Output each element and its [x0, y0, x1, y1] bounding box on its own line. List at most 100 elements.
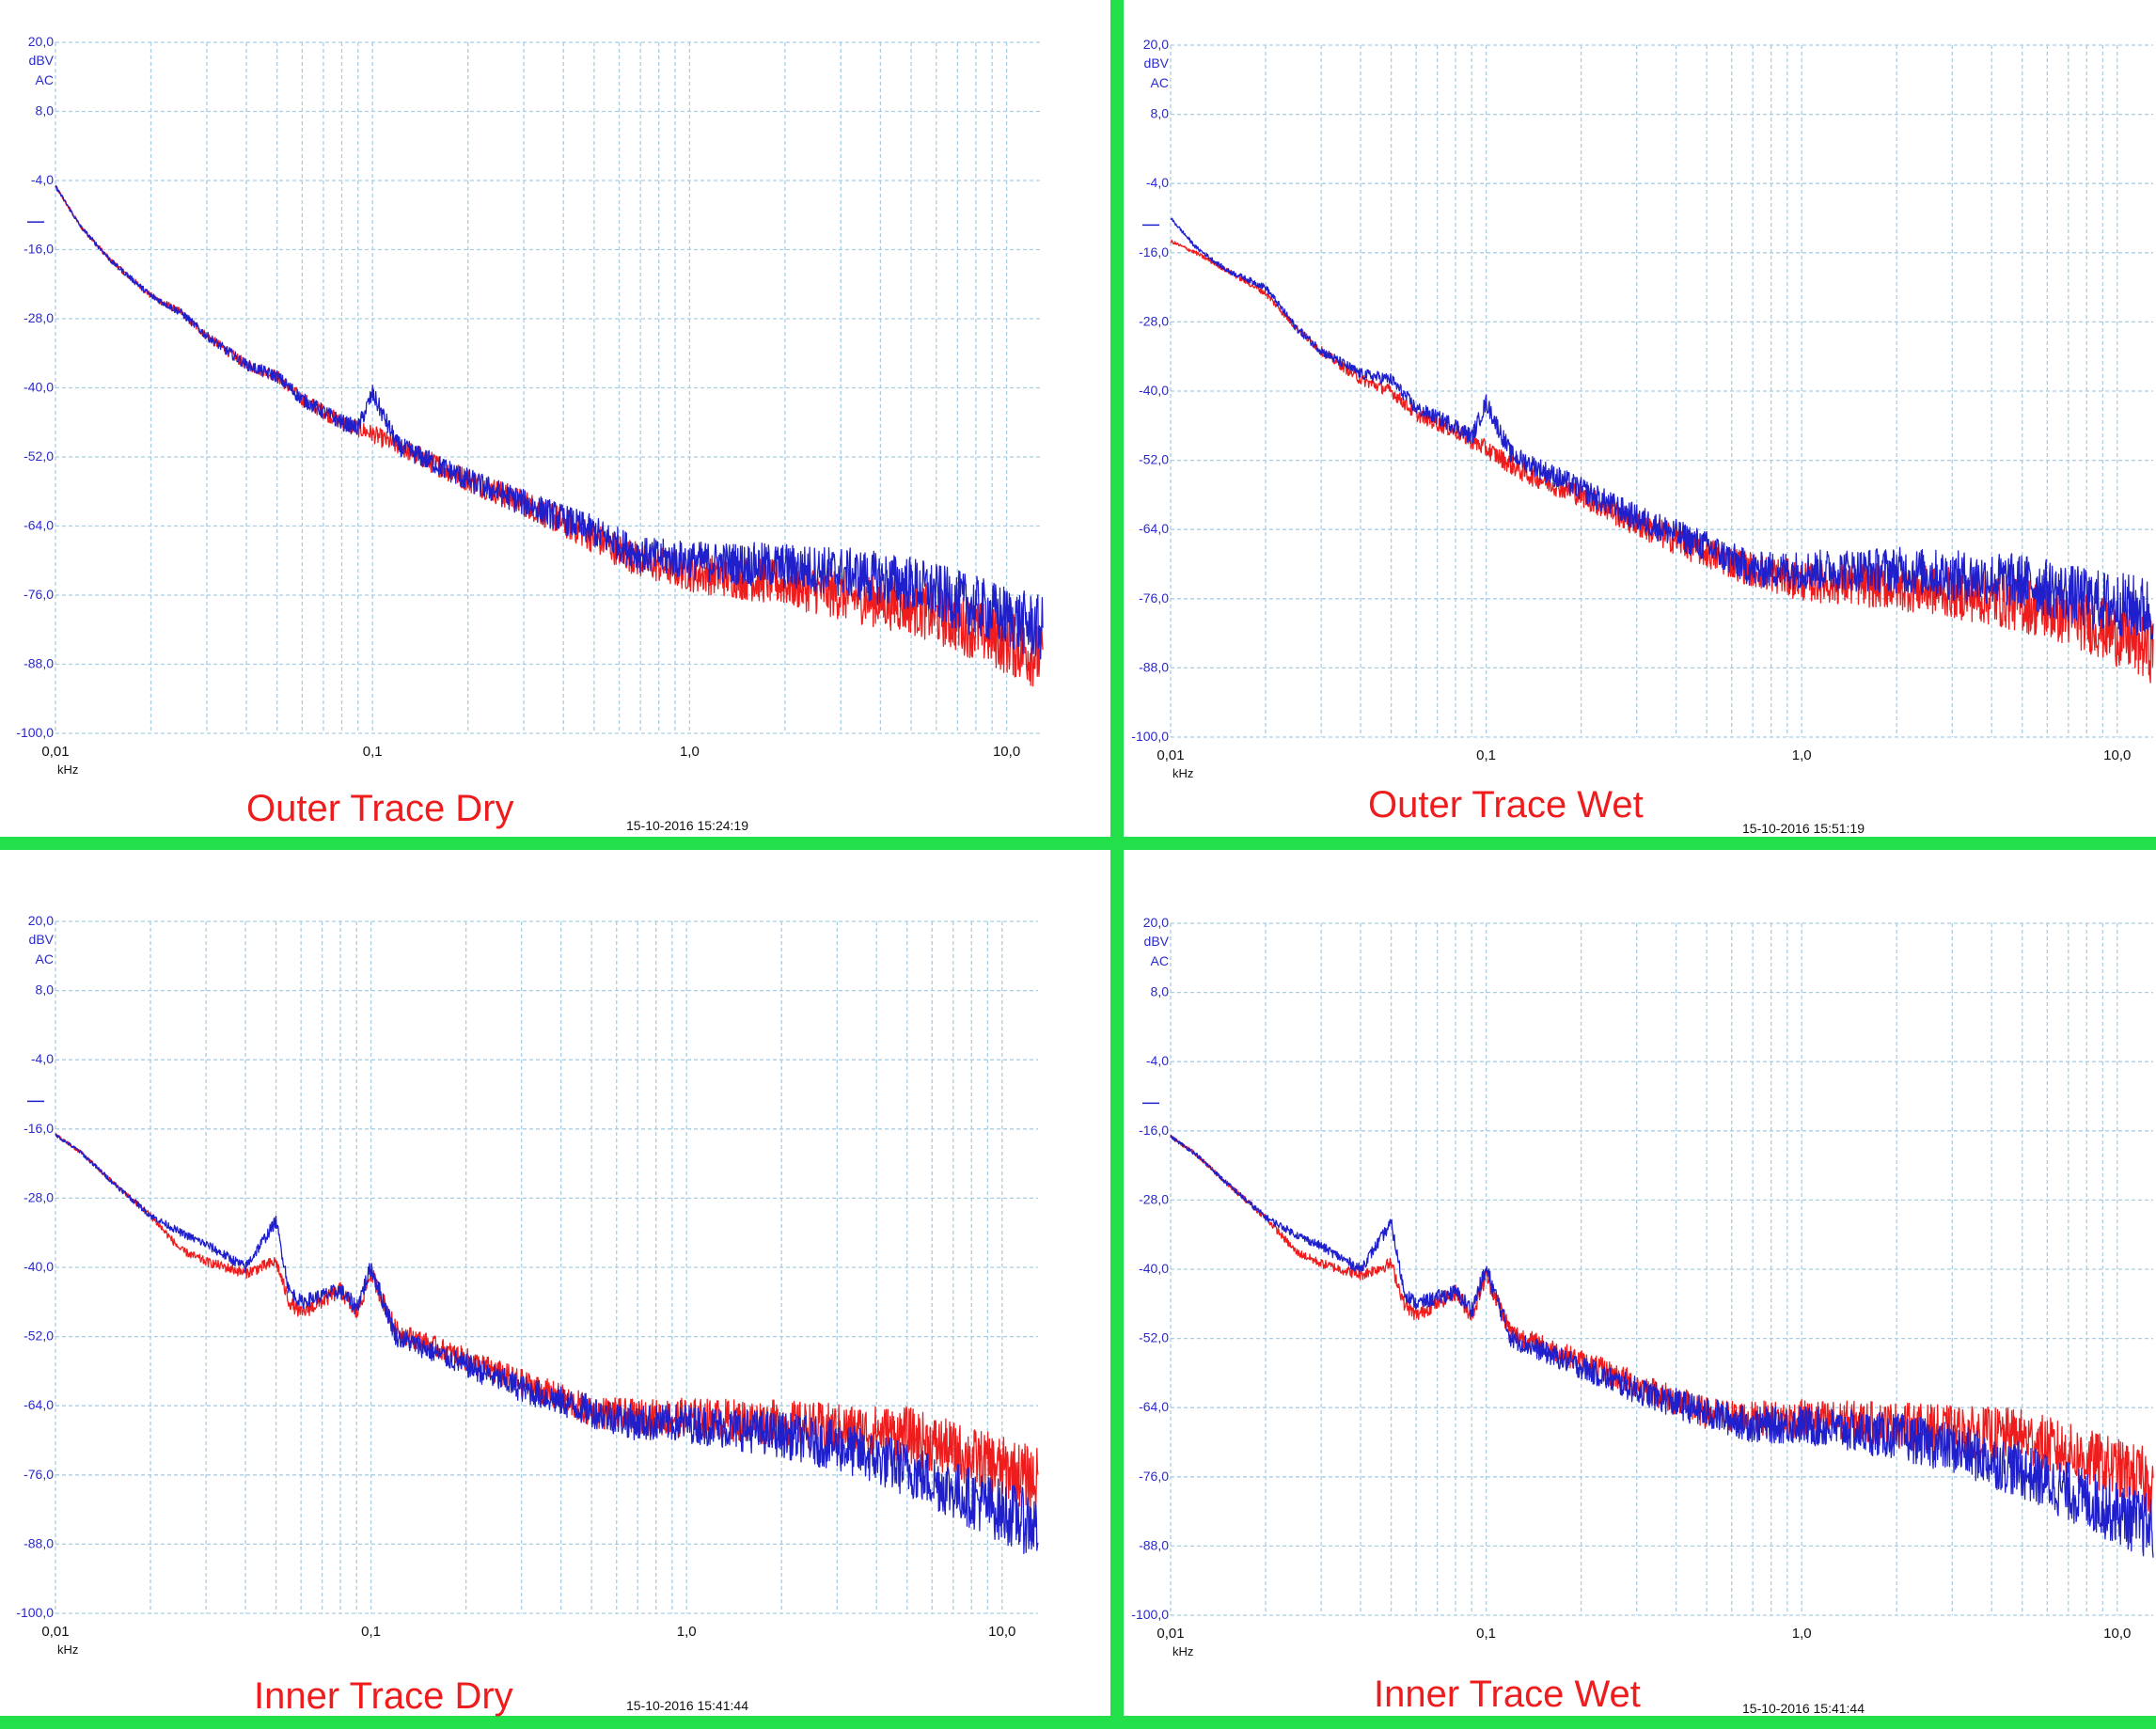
series-red-line	[1170, 239, 2154, 684]
x-tick-label: 1,0	[1792, 747, 1812, 763]
y-tick-label: 20,0	[28, 34, 54, 49]
y-tick-label: -52,0	[1139, 1330, 1169, 1345]
x-tick-label: 10,0	[2103, 747, 2131, 763]
series-blue-line	[55, 184, 1044, 660]
x-tick-label: 1,0	[680, 744, 700, 760]
x-unit-label: kHz	[57, 1643, 78, 1657]
y-tick-label: -40,0	[1139, 1261, 1169, 1276]
y-tick-label: -28,0	[1139, 313, 1169, 328]
y-unit-label: dBV	[29, 53, 55, 68]
panel-outer-trace-wet: 20,0 8,0 -4,0 -16,0 -28,0 -40,0 -52,0 -64,0 -76,…	[1124, 0, 2156, 837]
x-tick-label: 10,0	[988, 1624, 1015, 1640]
y-tick-label: -28,0	[24, 1189, 54, 1204]
y-unit-label: dBV	[1144, 934, 1170, 949]
y-tick-label: -100,0	[16, 1605, 54, 1620]
y-tick-label: -64,0	[24, 1397, 54, 1412]
y-tick-label: -64,0	[24, 518, 54, 533]
y-tick-label: -76,0	[24, 1467, 54, 1482]
series-red-line	[55, 1133, 1039, 1511]
x-tick-label: 0,01	[41, 1624, 69, 1640]
y-tick-label: 8,0	[1151, 984, 1170, 999]
panel-title: Outer Trace Dry	[246, 788, 514, 829]
x-unit-label: kHz	[1172, 1644, 1193, 1658]
x-tick-label: 1,0	[677, 1624, 697, 1640]
y-tick-label: -64,0	[1139, 1399, 1169, 1414]
horizontal-divider-middle	[0, 837, 2156, 850]
x-unit-label: kHz	[57, 762, 78, 777]
x-tick-label: 0,1	[361, 1624, 381, 1640]
y-tick-label: -16,0	[1139, 244, 1169, 259]
x-tick-label: 1,0	[1792, 1626, 1812, 1642]
y-tick-label: -76,0	[24, 587, 54, 602]
timestamp: 15-10-2016 15:24:19	[626, 818, 748, 833]
x-tick-label: 0,1	[1476, 747, 1496, 763]
y-tick-label: -64,0	[1139, 521, 1169, 536]
y-tick-label: -16,0	[1139, 1123, 1169, 1138]
x-tick-label: 0,01	[41, 744, 69, 760]
y-tick-label: -40,0	[24, 380, 54, 395]
x-tick-label: 10,0	[993, 744, 1020, 760]
y-tick-label: -52,0	[1139, 452, 1169, 467]
series-red-line	[55, 185, 1044, 687]
y-tick-label: 20,0	[1143, 915, 1169, 930]
y-unit-label: AC	[36, 951, 54, 967]
y-tick-label: -28,0	[24, 310, 54, 325]
panel-title: Inner Trace Wet	[1374, 1674, 1641, 1715]
y-tick-label: -100,0	[1131, 1607, 1169, 1622]
y-tick-label: 8,0	[36, 982, 55, 998]
y-tick-label: -76,0	[1139, 590, 1169, 605]
series-blue-line	[1170, 217, 2154, 640]
grid	[55, 920, 1038, 1614]
x-tick-label: 0,01	[1157, 1626, 1184, 1642]
y-tick-label: -52,0	[24, 448, 54, 464]
panel-inner-trace-dry: 20,0 8,0 -4,0 -16,0 -28,0 -40,0 -52,0 -64,0 -76,…	[0, 850, 1110, 1717]
y-tick-label: -88,0	[1139, 1537, 1169, 1552]
panel-title: Outer Trace Wet	[1368, 784, 1644, 825]
panel-outer-trace-dry: 20,0 8,0 -4,0 -16,0 -28,0 -40,0 -52,0 -64,0 -76,…	[0, 0, 1110, 837]
chart-inner-trace-dry: 20,0 8,0 -4,0 -16,0 -28,0 -40,0 -52,0 -64,0 -76,…	[16, 913, 1039, 1657]
y-tick-label: -28,0	[1139, 1191, 1169, 1206]
x-tick-label: 0,1	[363, 744, 383, 760]
y-tick-label: -88,0	[24, 656, 54, 671]
y-tick-label: -100,0	[1131, 729, 1169, 744]
y-tick-label: 20,0	[1143, 37, 1169, 52]
y-unit-label: AC	[1151, 75, 1169, 90]
panel-inner-trace-wet: 20,0 8,0 -4,0 -16,0 -28,0 -40,0 -52,0 -64,0 -76,…	[1124, 850, 2156, 1716]
timestamp: 15-10-2016 15:41:44	[626, 1698, 748, 1713]
x-tick-label: 10,0	[2103, 1626, 2131, 1642]
y-unit-label: dBV	[29, 932, 55, 947]
y-tick-label: -40,0	[24, 1259, 54, 1274]
y-tick-label: -4,0	[31, 172, 54, 187]
y-tick-label: 8,0	[36, 103, 55, 118]
y-unit-label: AC	[1151, 953, 1169, 968]
y-unit-label: AC	[36, 72, 54, 87]
timestamp: 15-10-2016 15:51:19	[1742, 821, 1865, 836]
panel-title: Inner Trace Dry	[254, 1675, 513, 1717]
y-tick-label: -16,0	[24, 242, 54, 257]
y-tick-label: 8,0	[1151, 106, 1170, 121]
grid	[1170, 44, 2153, 738]
y-unit-label: dBV	[1144, 55, 1170, 71]
y-tick-label: 20,0	[28, 913, 54, 928]
y-tick-label: -4,0	[1146, 1053, 1169, 1068]
y-tick-label: -76,0	[1139, 1469, 1169, 1484]
x-tick-label: 0,1	[1476, 1626, 1496, 1642]
y-tick-label: -100,0	[16, 725, 54, 740]
horizontal-divider-bottom	[0, 1716, 2156, 1729]
x-unit-label: kHz	[1172, 766, 1193, 780]
y-tick-label: -52,0	[24, 1328, 54, 1344]
series-red-line	[1170, 1135, 2154, 1515]
y-tick-label: -88,0	[24, 1535, 54, 1550]
x-tick-label: 0,01	[1157, 747, 1184, 763]
chart-inner-trace-wet: 20,0 8,0 -4,0 -16,0 -28,0 -40,0 -52,0 -64,0 -76,…	[1131, 915, 2154, 1658]
y-tick-label: -40,0	[1139, 383, 1169, 398]
chart-outer-trace-wet: 20,0 8,0 -4,0 -16,0 -28,0 -40,0 -52,0 -64,0 -76,…	[1131, 37, 2154, 780]
series-blue-line	[55, 1133, 1039, 1555]
chart-outer-trace-dry: 20,0 8,0 -4,0 -16,0 -28,0 -40,0 -52,0 -64,0 -76,…	[16, 34, 1044, 777]
grid	[1170, 922, 2153, 1616]
grid	[55, 41, 1043, 734]
timestamp: 15-10-2016 15:41:44	[1742, 1701, 1865, 1716]
y-tick-label: -16,0	[24, 1121, 54, 1136]
series-blue-line	[1170, 1134, 2154, 1558]
vertical-divider	[1110, 0, 1124, 1729]
